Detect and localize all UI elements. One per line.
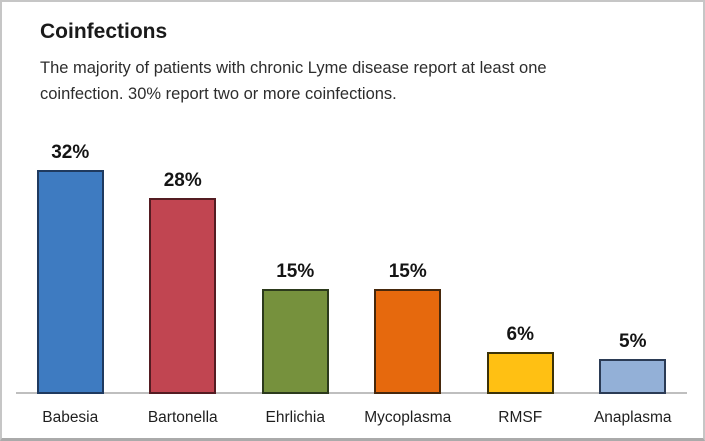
category-label-anaplasma: Anaplasma — [593, 409, 672, 426]
bar-value-label-babesia: 32% — [51, 142, 90, 163]
chart-subtitle-line-2: coinfection. 30% report two or more coin… — [40, 85, 397, 103]
bar-group-rmsf: 6% — [464, 122, 577, 394]
bar-anaplasma — [599, 359, 667, 394]
bar-value-label-anaplasma: 5% — [619, 331, 647, 352]
x-axis-line — [16, 392, 687, 394]
bar-mycoplasma — [374, 289, 442, 394]
bar-babesia — [36, 170, 104, 394]
bar-value-label-bartonella: 28% — [163, 170, 202, 191]
bar-value-label-rmsf: 6% — [506, 324, 534, 345]
bar-chart-plot-area: 32% 28% 15% 15% 6% 5% Babesia Bartonella Ehrlic… — [14, 122, 689, 438]
bar-series: 32% 28% 15% 15% 6% 5% — [14, 122, 689, 394]
chart-subtitle-line-1: The majority of patients with chronic Ly… — [40, 59, 547, 77]
category-label-rmsf: RMSF — [498, 409, 543, 426]
category-label-mycoplasma: Mycoplasma — [364, 409, 452, 426]
chart-title: Coinfections — [40, 20, 168, 43]
bar-bartonella — [149, 198, 217, 394]
bar-ehrlichia — [261, 289, 329, 394]
chart-subtitle: The majority of patients with chronic Ly… — [40, 55, 547, 107]
category-label-ehrlichia: Ehrlichia — [265, 409, 325, 426]
category-label-babesia: Babesia — [42, 409, 99, 426]
bar-group-mycoplasma: 15% — [352, 122, 465, 394]
bar-group-anaplasma: 5% — [577, 122, 690, 394]
bar-group-babesia: 32% — [14, 122, 127, 394]
category-label-bartonella: Bartonella — [147, 409, 218, 426]
x-axis-category-labels: Babesia Bartonella Ehrlichia Mycoplasma RMSF… — [14, 409, 689, 427]
bar-value-label-mycoplasma: 15% — [388, 261, 427, 282]
bar-group-ehrlichia: 15% — [239, 122, 352, 394]
bar-group-bartonella: 28% — [127, 122, 240, 394]
bar-value-label-ehrlichia: 15% — [276, 261, 315, 282]
bar-rmsf — [486, 352, 554, 394]
